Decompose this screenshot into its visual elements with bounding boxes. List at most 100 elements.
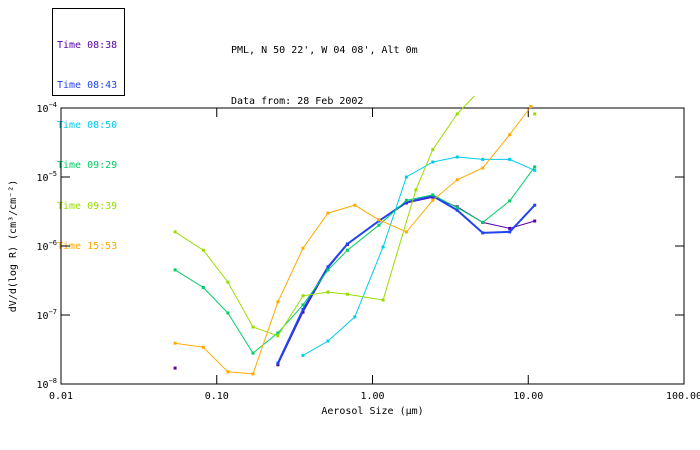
data-point-marker (508, 199, 512, 203)
series-line (174, 96, 475, 337)
y-tick-label: 10−6 (37, 239, 57, 253)
data-point-marker (276, 300, 280, 304)
data-point-marker (508, 226, 512, 230)
data-point-marker (431, 193, 435, 197)
data-point-marker (533, 165, 537, 169)
data-point-marker (326, 268, 330, 272)
data-point-marker (301, 310, 305, 314)
data-point-marker (377, 223, 381, 227)
y-tick-label: 10−4 (37, 101, 57, 115)
data-point-marker (345, 248, 349, 252)
data-point-marker (301, 303, 305, 307)
data-point-marker (455, 208, 459, 212)
data-point-marker (301, 353, 305, 357)
plot-title-line1: PML, N 50 22', W 04 08', Alt 0m (231, 45, 418, 56)
data-point-marker (404, 200, 408, 204)
y-axis-label: dV/d(log R) (cm³/cm⁻²) (8, 180, 19, 312)
data-point-marker (455, 206, 459, 210)
data-point-marker (404, 230, 408, 234)
data-point-marker (431, 198, 435, 202)
data-point-marker (533, 203, 537, 207)
data-point-marker (481, 157, 485, 161)
data-point-marker (353, 315, 357, 319)
data-point-marker (533, 219, 537, 223)
data-point-marker (201, 248, 205, 252)
legend-item-0843: Time 08:43 (57, 80, 118, 92)
y-tick-label: 10−7 (37, 308, 57, 322)
legend-item-0939: Time 09:39 (57, 200, 118, 212)
data-point-marker (404, 175, 408, 179)
data-point-marker (481, 86, 484, 89)
data-point-marker (276, 363, 280, 367)
plot-box (60, 107, 685, 385)
data-point-marker (226, 311, 230, 315)
y-tick-label: 10−5 (37, 170, 57, 184)
data-point-marker (326, 290, 330, 294)
data-point-marker (173, 341, 177, 345)
x-tick-label: 1.00 (360, 391, 384, 402)
data-point-marker (481, 166, 485, 170)
data-point-marker (377, 218, 381, 222)
y-tick-label: 10−8 (37, 377, 57, 391)
data-point-marker (173, 230, 177, 234)
data-point-marker (508, 230, 512, 234)
legend-item-0929: Time 09:29 (57, 160, 118, 172)
x-tick-label: 0.01 (49, 391, 73, 402)
data-point-marker (404, 198, 408, 202)
legend-item-0838: Time 08:38 (57, 39, 118, 51)
data-point-marker (508, 157, 512, 161)
data-point-marker (201, 286, 205, 289)
data-point-marker (431, 160, 435, 164)
data-point-marker (326, 339, 330, 343)
data-point-marker (173, 268, 177, 272)
data-point-marker (276, 331, 280, 335)
data-point-marker (326, 265, 330, 269)
data-point-marker (345, 242, 349, 246)
plot-title-line2: Data from: 28 Feb 2002 (231, 96, 364, 107)
legend-item-0850: Time 08:50 (57, 120, 118, 132)
series-2-0843 (276, 194, 537, 365)
data-point-marker (226, 370, 230, 374)
data-point-marker (508, 133, 512, 137)
data-point-marker (381, 245, 385, 249)
data-point-marker (529, 105, 533, 108)
data-point-marker (481, 220, 485, 224)
data-point-marker (455, 112, 459, 116)
data-point-marker (353, 203, 357, 207)
legend: Time 08:38 Time 08:43 Time 08:50 Time 09… (52, 8, 125, 252)
data-point-marker (301, 294, 305, 298)
data-point-marker (326, 211, 330, 215)
data-point-marker (414, 188, 418, 192)
data-point-marker (251, 372, 255, 376)
data-point-marker (481, 231, 485, 235)
data-point-marker (381, 298, 385, 302)
series-3-0850 (301, 155, 537, 357)
data-point-marker (455, 155, 459, 159)
series-line (174, 166, 536, 354)
data-point-marker (276, 334, 280, 338)
plot-title: PML, N 50 22', W 04 08', Alt 0m Data fro… (231, 8, 418, 144)
data-point-marker (173, 366, 177, 370)
x-axis-label: Aerosol Size (μm) (321, 406, 423, 417)
data-point-marker (201, 345, 205, 349)
data-point-marker (301, 308, 305, 311)
series-6-1553 (173, 105, 533, 376)
series-5-0939 (173, 86, 537, 338)
series-line (302, 156, 535, 356)
data-point-marker (533, 168, 537, 172)
data-point-marker (345, 292, 349, 296)
data-point-marker (226, 280, 230, 284)
data-point-marker (431, 148, 435, 151)
x-tick-label: 0.10 (205, 391, 229, 402)
data-point-marker (533, 112, 537, 116)
data-point-marker (251, 351, 255, 355)
series-4-0929 (173, 165, 537, 355)
data-point-marker (301, 246, 305, 250)
x-tick-label: 10.00 (513, 391, 543, 402)
x-tick-label: 100.00 (666, 391, 700, 402)
data-point-marker (251, 325, 255, 329)
data-point-marker (276, 361, 280, 365)
data-point-marker (455, 178, 459, 182)
